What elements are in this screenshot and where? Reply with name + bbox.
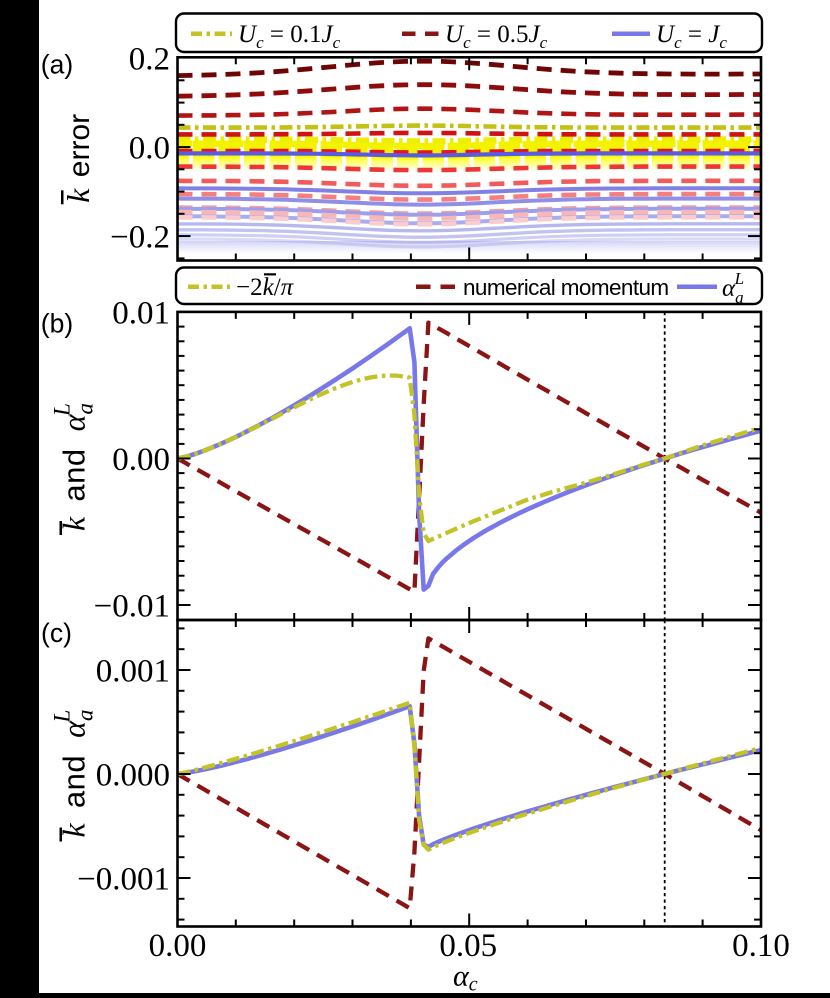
svg-text:(b): (b) bbox=[41, 309, 73, 339]
svg-text:0.10: 0.10 bbox=[732, 928, 790, 964]
svg-text:0.2: 0.2 bbox=[129, 42, 170, 78]
svg-text:0.0: 0.0 bbox=[129, 131, 170, 167]
svg-text:(c): (c) bbox=[41, 618, 72, 648]
svg-text:Uc = Jc: Uc = Jc bbox=[656, 21, 727, 52]
svg-text:−0.2: −0.2 bbox=[110, 220, 170, 256]
svg-text:0.05: 0.05 bbox=[439, 928, 497, 964]
svg-text:−0.001: −0.001 bbox=[77, 862, 170, 898]
svg-text:k and αaL: k and αaL bbox=[50, 710, 98, 838]
svg-text:−0.01: −0.01 bbox=[94, 589, 170, 625]
svg-text:−2k/π: −2k/π bbox=[236, 274, 295, 301]
svg-text:Uc = 0.1Jc: Uc = 0.1Jc bbox=[238, 21, 341, 52]
svg-text:k and αaL: k and αaL bbox=[50, 403, 98, 531]
svg-text:αc: αc bbox=[453, 960, 478, 996]
svg-text:k error: k error bbox=[60, 114, 96, 203]
svg-text:0.001: 0.001 bbox=[96, 654, 170, 690]
svg-text:Uc = 0.5Jc: Uc = 0.5Jc bbox=[445, 21, 548, 52]
svg-text:0.000: 0.000 bbox=[96, 758, 170, 794]
svg-text:(a): (a) bbox=[41, 50, 73, 80]
svg-text:0.00: 0.00 bbox=[149, 928, 207, 964]
svg-text:0.01: 0.01 bbox=[112, 296, 170, 332]
svg-text:0.00: 0.00 bbox=[112, 442, 170, 478]
svg-text:numerical momentum: numerical momentum bbox=[463, 275, 669, 300]
svg-text:αaL: αaL bbox=[722, 269, 744, 307]
